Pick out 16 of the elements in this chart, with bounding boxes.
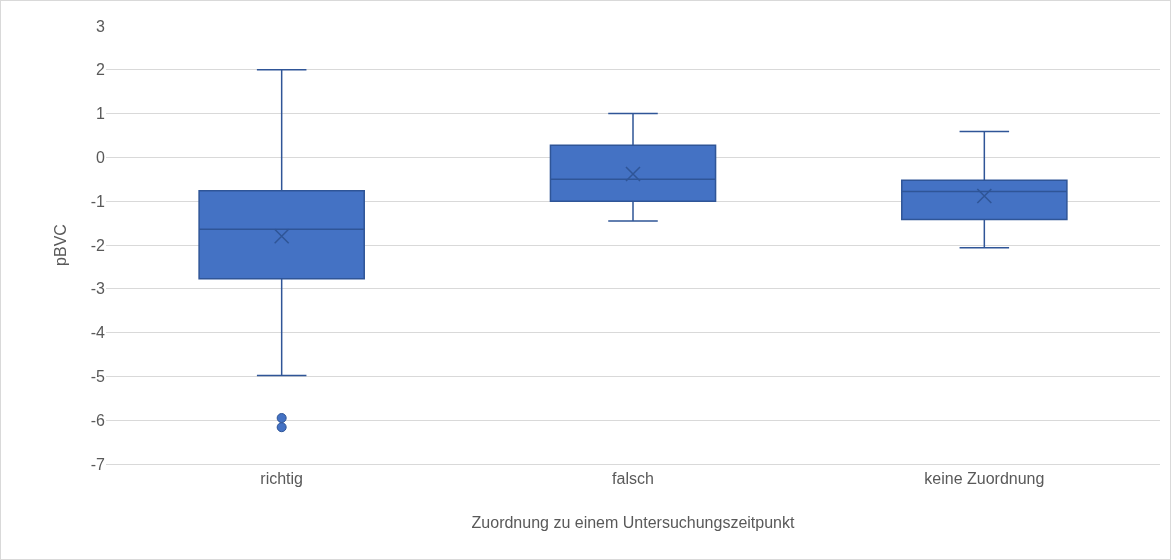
x-tick-label: richtig — [260, 470, 304, 488]
y-tick-label: -6 — [90, 411, 106, 429]
y-axis-title: pBVC — [51, 224, 69, 266]
y-tick-label: 0 — [96, 149, 106, 166]
y-tick-label: -2 — [90, 236, 106, 254]
y-tick-label: 2 — [96, 61, 106, 79]
x-axis-title: Zuordnung zu einem Untersuchungszeitpunkt — [471, 513, 795, 531]
x-tick-label: falsch — [612, 470, 654, 488]
y-tick-label: -3 — [90, 280, 106, 298]
y-tick-label: -5 — [90, 368, 106, 385]
y-tick-label: 3 — [96, 17, 106, 35]
x-tick-label: keine Zuordnung — [924, 470, 1045, 488]
y-tick-label: -4 — [90, 324, 106, 342]
y-tick-label: -7 — [90, 455, 106, 473]
y-tick-label: -1 — [90, 192, 106, 210]
y-tick-label: 1 — [96, 105, 106, 123]
